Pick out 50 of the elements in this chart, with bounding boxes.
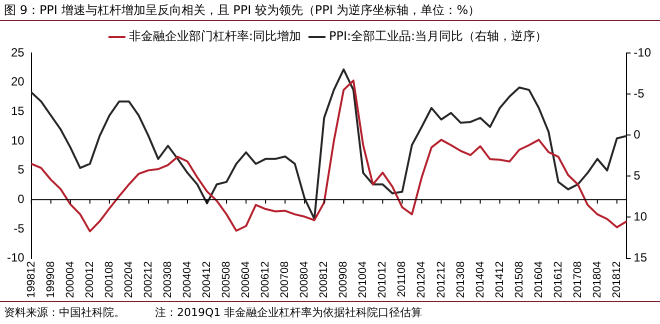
- y-tick-label: 5: [18, 162, 25, 177]
- x-tick-label: 201012: [376, 261, 389, 298]
- x-tick-label: 200012: [84, 261, 96, 298]
- x-tick-label: 200212: [142, 261, 154, 298]
- y2-tick-label: 0: [634, 127, 641, 142]
- y-tick-label: 0: [18, 192, 25, 206]
- x-tick-label: 200204: [122, 261, 135, 298]
- y2-tick-label: 15: [634, 250, 648, 265]
- y-tick-label: 15: [10, 104, 25, 118]
- x-tick-label: 201708: [572, 261, 584, 298]
- x-tick-label: 201812: [610, 261, 623, 298]
- x-tick-label: 201204: [416, 261, 428, 298]
- x-tick-label: 200604: [240, 261, 252, 298]
- x-tick-label: 200812: [318, 261, 330, 298]
- y-tick-label: 10: [10, 133, 25, 148]
- chart-title: 图 9：PPI 增速与杠杆增加呈反向相关，且 PPI 较为领先（PPI 为逆序坐标轴，单位：%）: [0, 0, 660, 21]
- x-tick-label: 201804: [591, 261, 604, 298]
- x-tick-label: 200508: [220, 261, 233, 298]
- x-tick-label: 200908: [338, 261, 350, 298]
- x-tick-label: 201004: [357, 261, 370, 298]
- text: 资料来源：中国社科院。: [4, 305, 125, 321]
- y2-tick-label: 10: [634, 210, 648, 224]
- x-tick-label: 200708: [279, 261, 292, 298]
- text: 注：2019Q1 非金融企业杠杆率为依据社科院口径估算: [155, 305, 422, 321]
- y-tick-label: 20: [10, 74, 25, 89]
- y-tick-label: 25: [10, 45, 25, 60]
- legend-label: PPI:全部工业品:当月同比（右轴，逆序）: [328, 29, 548, 44]
- x-tick-label: 200412: [201, 261, 214, 298]
- x-tick-label: 201604: [532, 261, 545, 298]
- x-tick-label: 200612: [260, 261, 272, 298]
- x-tick-label: 201508: [513, 261, 526, 298]
- x-tick-label: 200804: [298, 261, 311, 298]
- x-tick-label: 201412: [494, 261, 506, 298]
- x-tick-label: 200108: [103, 261, 116, 298]
- y2-tick-label: -10: [634, 45, 652, 60]
- legend-label: 非金融企业部门杠杆率:同比增加: [128, 29, 301, 44]
- x-tick-label: 201404: [474, 261, 486, 298]
- x-tick-label: 201108: [396, 261, 408, 298]
- x-tick-label: 199812: [25, 261, 38, 298]
- x-tick-label: 199908: [44, 261, 57, 298]
- x-tick-label: 201308: [454, 261, 467, 298]
- x-tick-label: 200308: [162, 261, 174, 298]
- x-tick-label: 200404: [182, 261, 194, 298]
- y-tick-label: -10: [7, 250, 25, 265]
- x-tick-label: 201612: [552, 261, 564, 298]
- y2-tick-label: -5: [634, 86, 645, 100]
- y2-tick-label: 5: [634, 168, 641, 182]
- x-tick-label: 201212: [435, 261, 448, 298]
- x-tick-label: 200004: [64, 261, 76, 298]
- y-tick-label: -5: [14, 221, 25, 236]
